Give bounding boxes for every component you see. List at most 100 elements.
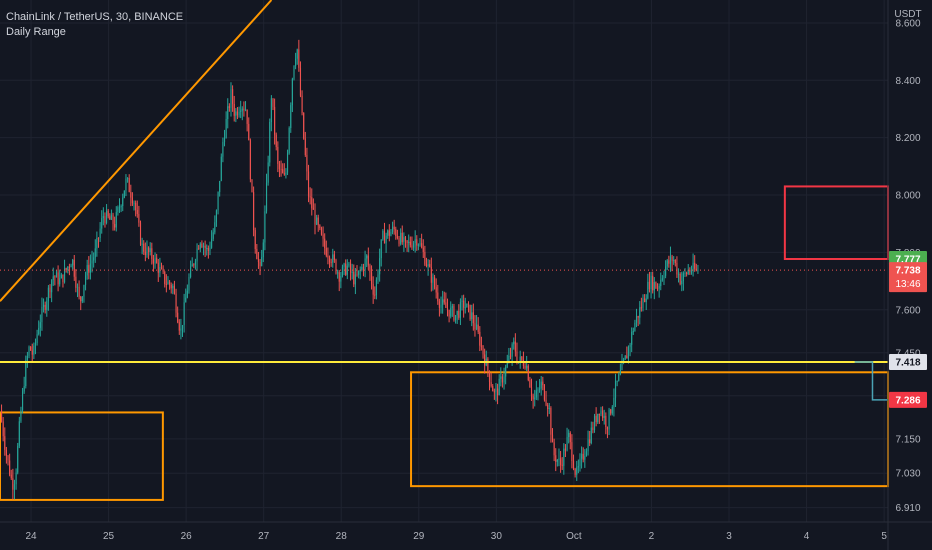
price-tag-7.418-text: 7.418 [895,357,920,368]
candle-body [353,271,355,285]
indicator-title[interactable]: Daily Range [6,26,66,38]
candle-body [639,307,641,318]
candle-body [438,301,440,308]
candle-body [690,271,693,273]
candle-body [598,413,600,415]
candle-body [109,216,111,220]
candle-body [406,240,408,244]
candle-body [230,89,232,108]
candle-body [123,190,125,198]
candle-body [497,388,499,396]
candle-body [403,237,405,243]
candle-body [412,242,415,248]
candle-body [188,277,190,291]
candle-body [660,279,662,287]
candle-body [59,278,61,285]
grid [0,0,888,522]
candle-body [183,302,185,326]
candle-body [382,230,384,240]
candle-body [135,202,137,211]
candle-body [94,248,96,258]
countdown-text: 13:46 [895,279,920,290]
candle-body [10,474,12,479]
candle-body [676,262,678,275]
candle-body [527,365,529,381]
candle-body [445,302,447,308]
candle-body [157,262,159,273]
candle-body [309,196,311,198]
candle-body [343,263,345,267]
candle-body [65,268,67,270]
candle-body [529,380,531,388]
candle-body [474,323,476,330]
candle-body [414,239,416,243]
candle-body [610,409,612,414]
candle-body [282,169,284,174]
candle-body [514,341,516,352]
candle-body [93,257,95,261]
candle-body [78,286,80,297]
candle-body [446,307,449,310]
time-axis[interactable]: 24 25 26 27 28 29 30 Oct 2 3 4 5 [0,521,932,542]
candle-body [181,325,184,329]
candle-body [259,261,261,267]
candle-body [202,245,205,248]
time-axis-label: 4 [804,531,810,542]
price-axis-label: 7.030 [895,469,920,480]
candle-body [217,192,219,211]
candle-body [471,312,473,320]
candle-body [236,111,239,116]
candle-body [167,281,169,285]
candle-body [367,255,369,266]
candle-body [288,127,290,154]
candle-body [17,445,19,473]
candle-body [679,273,681,285]
candle-body [650,275,652,290]
candle-body [461,300,463,303]
candle-body [178,322,180,331]
candle-body [419,243,421,245]
candle-body [424,251,426,265]
candle-body [581,453,583,459]
candle-body [409,241,411,246]
candle-body [505,367,507,377]
left-orange-box [0,411,164,501]
candle-body [682,273,684,281]
candle-body [370,272,373,285]
candle-body [314,209,316,225]
candle-body [177,312,179,323]
candle-body [72,259,74,266]
candle-body [104,216,106,223]
candle-body [488,370,491,383]
candle-body [671,256,673,262]
candle-body [551,434,554,443]
candle-body [51,280,53,293]
candle-body [383,230,386,244]
candle-body [21,391,24,411]
candle-body [44,304,46,310]
candle-body [437,292,439,302]
candle-body [692,262,694,272]
candle-body [277,146,279,164]
candle-body [39,322,41,328]
price-axis-label: 7.450 [895,348,920,359]
candle-body [131,197,133,204]
candle-body [506,362,508,368]
candle-body [560,458,562,465]
candle-body [387,230,389,236]
candle-body [199,243,201,249]
candle-body [645,298,647,303]
symbol-title[interactable]: ChainLink / TetherUS, 30, BINANCE [6,11,184,23]
candle-body [566,437,568,451]
candle-body [307,171,310,197]
candle-body [114,224,116,228]
candle-body [614,381,617,398]
candle-body [198,248,200,250]
candle-body [492,386,494,392]
candle-body [404,237,407,241]
candle-body [112,214,114,225]
candle-body [463,300,465,308]
candle-body [602,410,604,418]
time-axis-label: 28 [336,531,348,542]
